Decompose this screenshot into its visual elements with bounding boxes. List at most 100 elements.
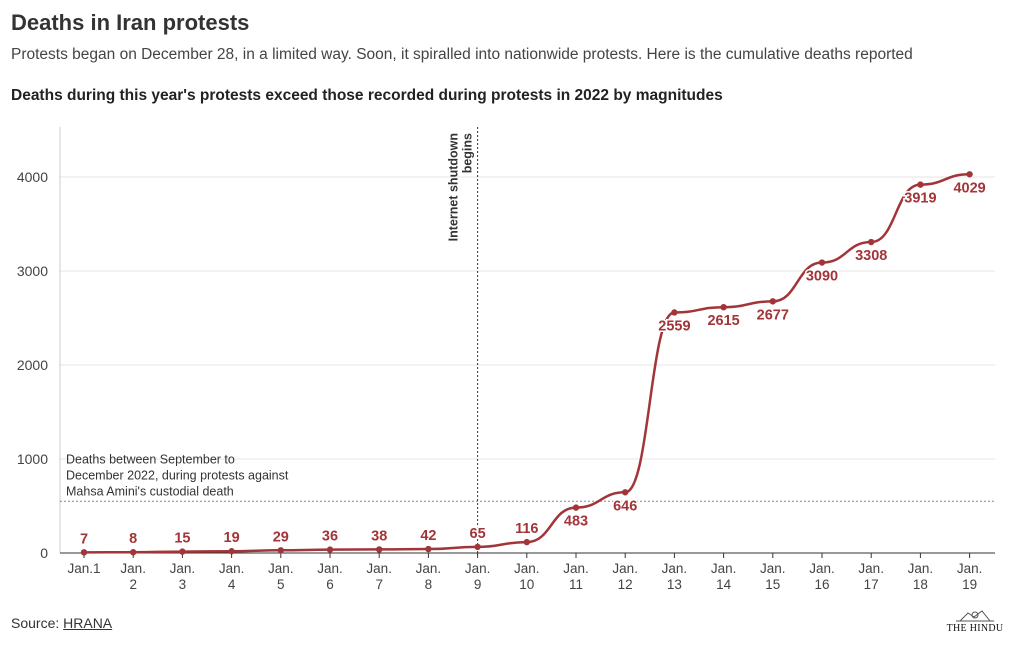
x-tick-label-line: Jan. [809,561,835,576]
data-label: 4029 [953,180,985,196]
data-label: 2559 [658,318,690,334]
data-label: 65 [470,526,486,542]
x-tick-label-line: 10 [519,577,534,592]
x-tick-label-line: Jan. [612,561,638,576]
x-tick-label-line: Jan. [317,561,343,576]
y-tick-label: 2000 [17,357,48,373]
data-point [572,504,580,511]
data-label: 38 [371,528,387,544]
x-tick-label-line: Jan. [858,561,884,576]
x-tick-label: Jan. 8 [416,561,442,592]
x-tick-label: Jan. 4 [219,561,245,592]
x-tick-label-line: 4 [228,577,236,592]
source-link[interactable]: HRANA [63,615,113,631]
data-point [277,547,284,554]
data-point [818,259,826,266]
x-tick-label: Jan. 12 [612,561,638,592]
y-tick-label: 3000 [17,263,48,279]
data-point [326,546,334,553]
y-tick-label: 4000 [17,169,48,185]
data-point [130,549,137,556]
x-tick-label-line: Jan. [366,561,392,576]
x-tick-label: Jan. 2 [120,561,146,592]
x-tick-label-line: 17 [864,577,879,592]
data-point [769,298,776,305]
x-tick-label-line: Jan. [170,561,196,576]
x-tick-label-line: 14 [716,577,732,592]
data-point [671,309,678,316]
x-tick-label: Jan. 14 [711,561,737,592]
masthead-emblem-icon [956,610,994,622]
y-tick-label: 1000 [17,451,48,467]
x-tick-label: Jan. 19 [957,561,983,592]
chart-subhead: Deaths during this year's protests excee… [11,87,723,104]
x-tick-label: Jan. 7 [366,561,392,592]
data-point [622,489,629,496]
x-tick-label-line: 11 [569,577,583,592]
x-tick-label: Jan. 11 [563,561,589,592]
x-tick-label: Jan. 3 [170,561,196,592]
data-point [868,238,875,246]
x-tick-label: Jan. 6 [317,561,343,592]
x-tick-label-line: Jan. [219,561,245,576]
x-tick-label-line: 19 [962,577,977,592]
source-credit: Source: HRANA [11,615,112,631]
data-label: 15 [174,531,190,547]
x-tick-label-line: Jan. [760,561,786,576]
x-tick-label-line: Jan.1 [67,561,100,576]
x-tick-label: Jan. 9 [465,561,491,592]
reference-annotation-line: December 2022, during protests against [66,468,289,482]
x-tick-label-line: 5 [277,577,285,592]
x-tick-label: Jan. 18 [908,561,934,592]
x-tick-label-line: 18 [913,577,928,592]
data-label: 646 [613,498,637,514]
x-tick-label: Jan. 16 [809,561,835,592]
data-label: 7 [80,531,88,547]
x-tick-label-line: Jan. [662,561,688,576]
x-tick-label: Jan.1 [67,561,100,576]
data-point [425,545,432,553]
shutdown-annotation-line: begins [461,133,475,173]
publisher-logo: THE HINDU [938,607,1012,637]
reference-annotation: Deaths between September to December 2022… [66,452,289,498]
x-tick-label-line: Jan. [908,561,934,576]
logo-text: THE HINDU [946,623,1004,634]
data-point [179,548,186,555]
x-tick-label-line: Jan. [268,561,294,576]
x-tick-label-line: Jan. [465,561,491,576]
x-tick-label-line: 3 [179,577,187,592]
x-tick-label: Jan. 5 [268,561,294,592]
data-label: 116 [515,521,538,537]
source-label: Source: [11,615,64,631]
data-point [228,548,235,555]
data-label: 483 [564,514,588,530]
x-tick-label-line: Jan. [514,561,540,576]
data-point [80,549,88,556]
data-point [376,546,383,553]
data-label: 3308 [855,248,887,264]
data-label: 42 [420,528,436,544]
x-tick-label-line: 8 [425,577,433,592]
data-label: 3090 [806,269,838,285]
x-tick-label-line: 15 [765,577,780,592]
data-point [720,303,727,311]
shutdown-annotation-line: Internet shutdown [447,133,461,241]
data-label: 3919 [904,191,936,207]
data-label: 19 [224,530,240,546]
shutdown-annotation: Internet shutdownbegins [447,133,475,241]
x-tick-label: Jan. 17 [858,561,884,592]
data-label: 36 [322,529,338,545]
data-label: 29 [273,529,289,545]
y-tick-label: 0 [40,545,48,561]
data-label: 2615 [707,313,739,329]
x-tick-label-line: Jan. [563,561,589,576]
x-tick-label-line: 12 [618,577,633,592]
x-tick-label-line: Jan. [957,561,983,576]
x-tick-label-line: Jan. [711,561,737,576]
chart-title: Deaths in Iran protests [11,10,250,35]
x-tick-label-line: 9 [474,577,482,592]
x-tick-label-line: 16 [814,577,829,592]
x-tick-label: Jan. 15 [760,561,786,592]
x-tick-label-line: 13 [667,577,682,592]
data-label: 8 [129,531,137,547]
